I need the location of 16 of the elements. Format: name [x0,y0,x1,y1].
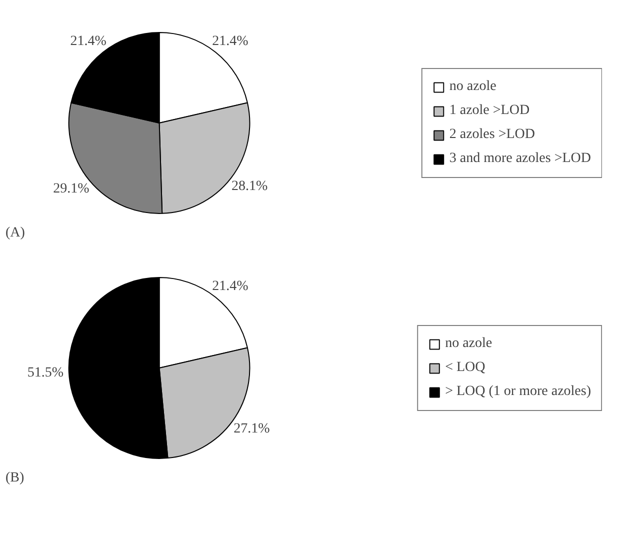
legend-label: > LOQ (1 or more azoles) [445,384,591,400]
legend-label: < LOQ [445,360,486,376]
data-label: 21.4% [212,279,249,294]
data-label: 27.1% [234,421,270,436]
legend-label: no azole [449,78,496,94]
data-label: 21.4% [70,34,107,50]
text: (A) [6,226,26,240]
legend-label: 3 and more azoles >LOD [449,150,591,166]
legend-label: 1 azole >LOD [449,102,530,118]
text: (B) [6,470,24,486]
legend-label: no azole [445,336,492,352]
legend-label: 2 azoles >LOD [449,126,536,142]
data-label: 28.1% [231,178,268,194]
data-label: 51.5% [27,365,64,380]
data-label: 21.4% [212,34,249,50]
data-label: 29.1% [53,182,90,197]
